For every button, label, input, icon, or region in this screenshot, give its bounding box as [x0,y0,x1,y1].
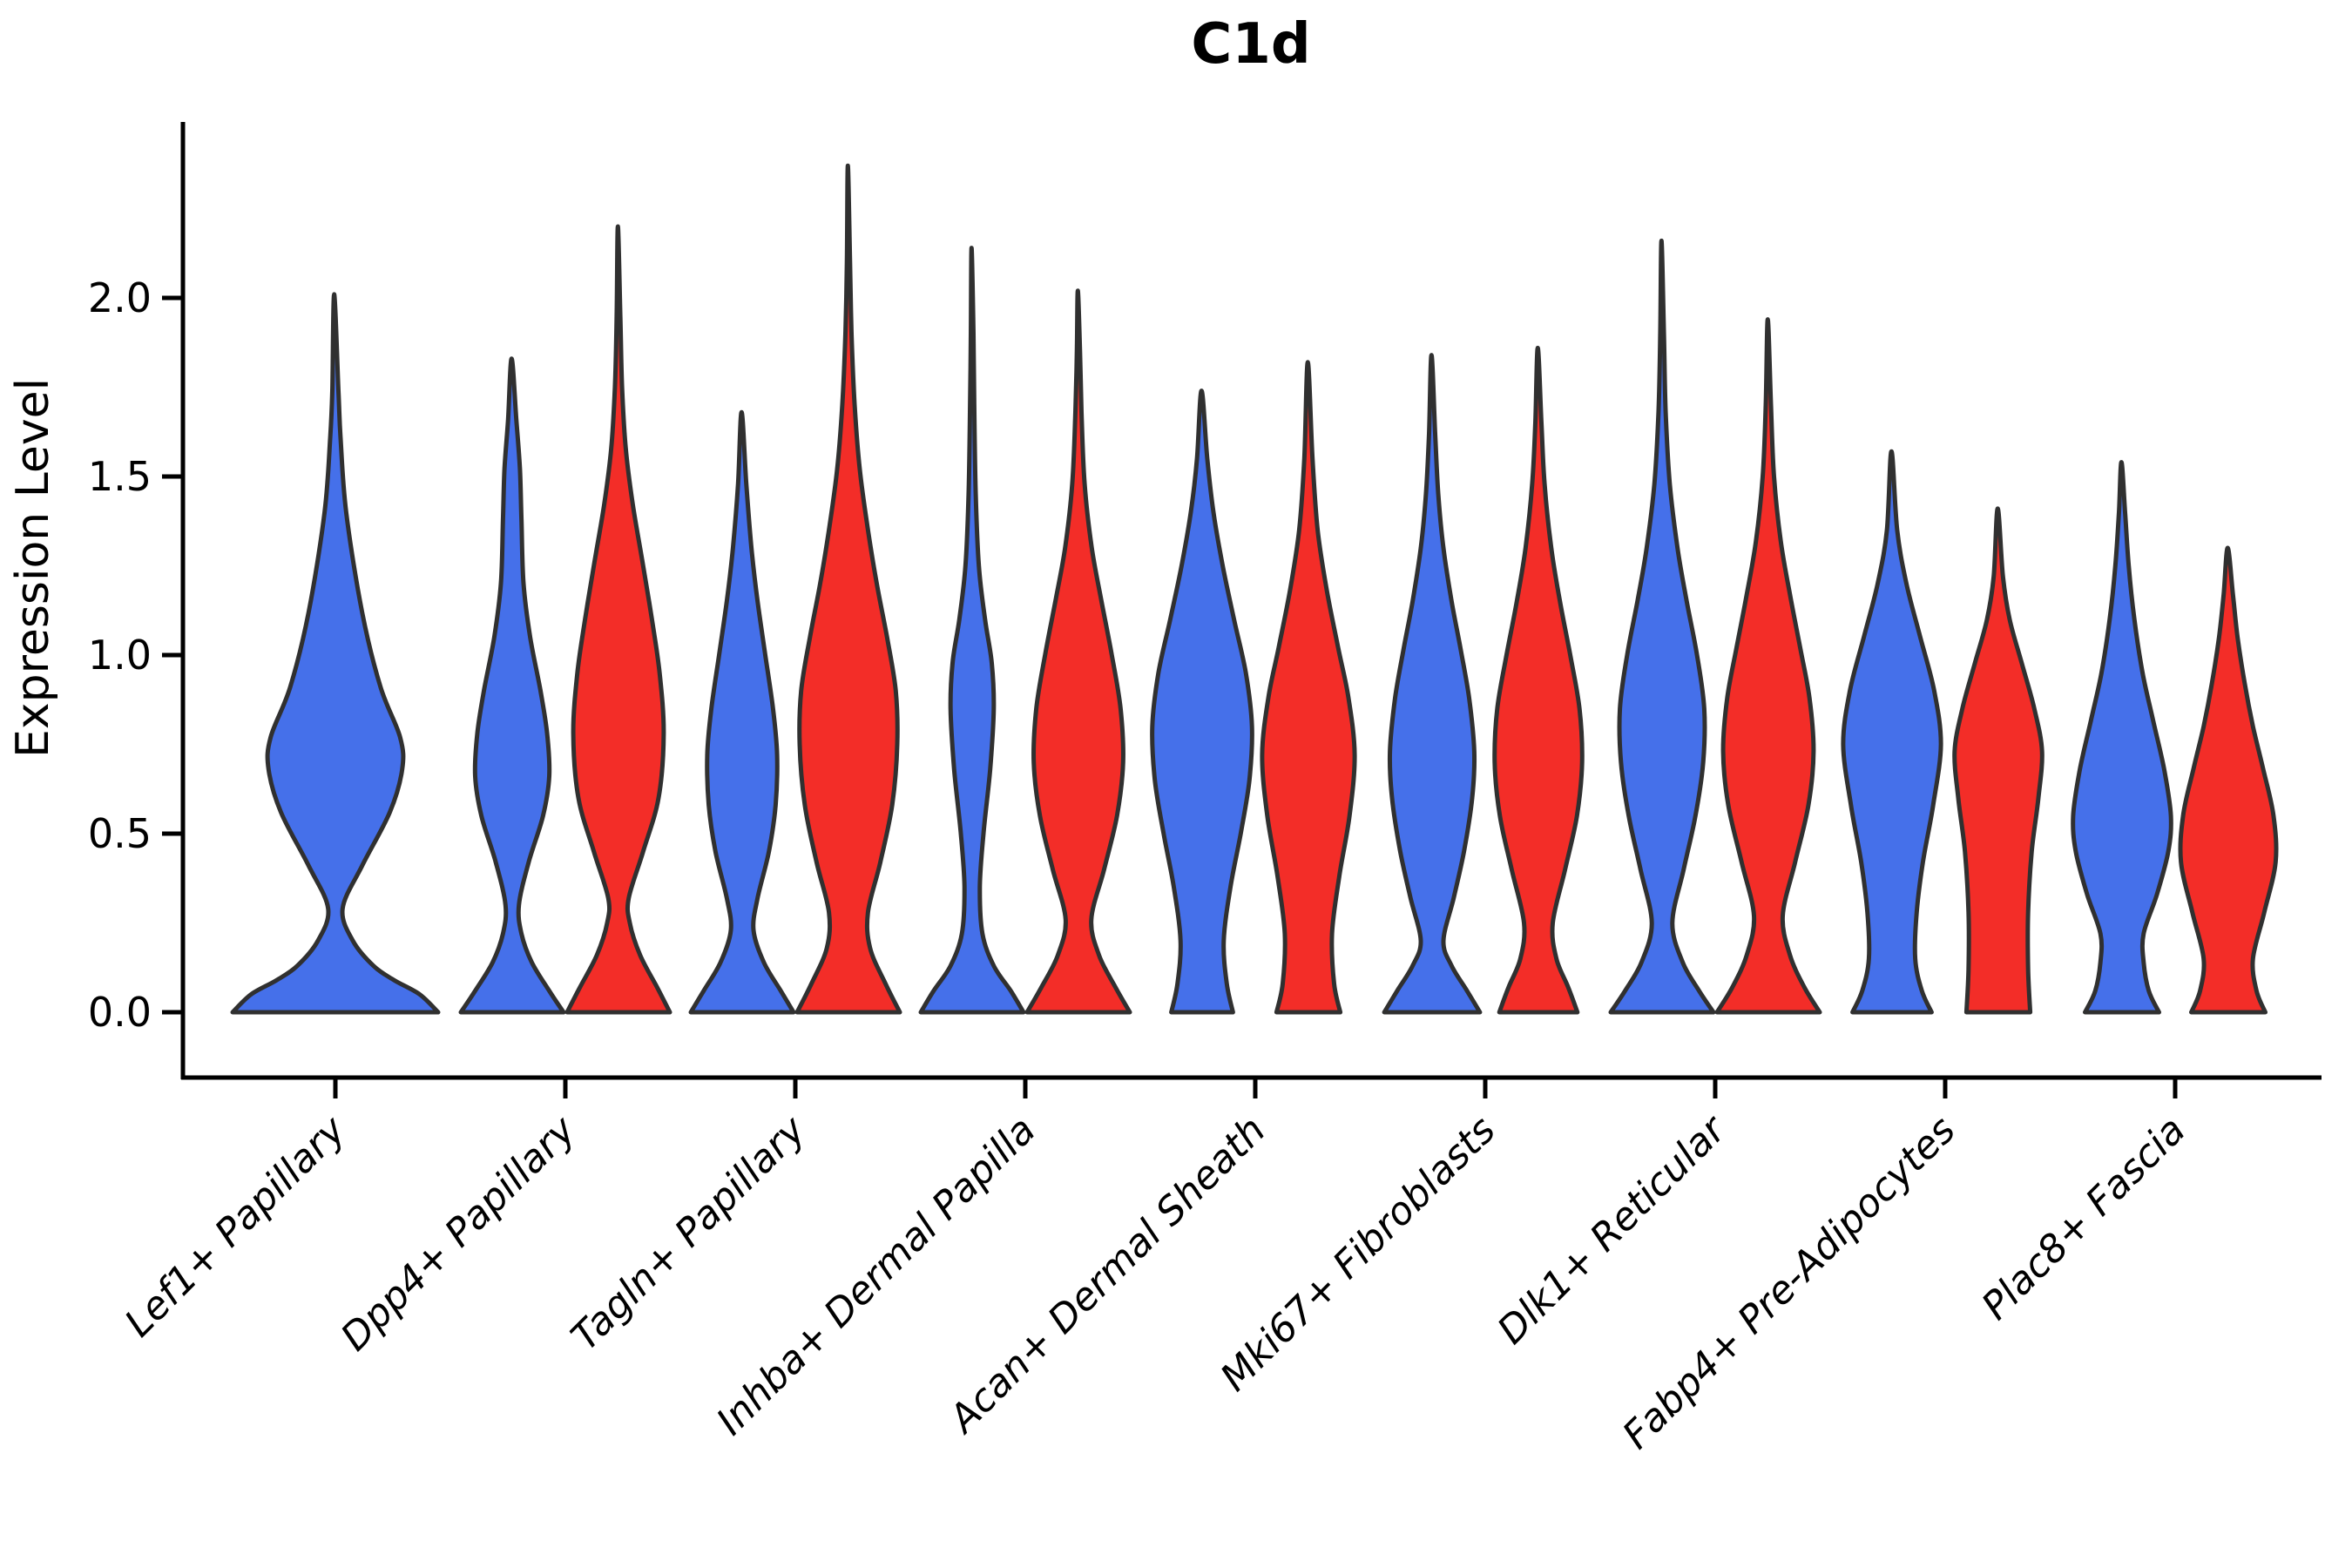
y-tick-label: 1.5 [88,453,152,500]
violin-tagln-papillary-red [794,163,902,1015]
violin-inhba-dermal-papilla-blue [918,246,1026,1015]
violin-fabp4-pre-adipocytes-blue [1841,449,1943,1015]
y-axis-label: Expression Level [7,378,59,758]
violin-dlk1-reticular-red [1714,317,1822,1015]
violin-acan-dermal-sheath-red [1260,360,1357,1015]
violin-mki67-fibroblasts-blue [1382,353,1483,1015]
violins-layer [230,163,2279,1015]
violin-lef1-papillary-blue [230,292,441,1015]
violin-acan-dermal-sheath-blue [1150,389,1254,1015]
violin-tagln-papillary-blue [688,409,796,1015]
violin-fabp4-pre-adipocytes-red [1952,506,2044,1015]
violin-dpp4-papillary-red [564,224,672,1015]
y-tick-label: 1.0 [88,632,152,679]
y-tick-label: 2.0 [88,274,152,321]
y-tick-label: 0.0 [88,989,152,1036]
violin-dpp4-papillary-blue [458,356,566,1015]
violin-inhba-dermal-papilla-red [1024,288,1132,1015]
violin-mki67-fibroblasts-red [1492,345,1585,1015]
chart-title: C1d [1191,12,1310,77]
axes-layer [180,122,2322,1080]
violin-dlk1-reticular-blue [1608,238,1716,1015]
violin-plac8-fascia-blue [2071,460,2173,1015]
violin-plac8-fascia-red [2178,545,2279,1015]
y-tick-label: 0.5 [88,810,152,857]
